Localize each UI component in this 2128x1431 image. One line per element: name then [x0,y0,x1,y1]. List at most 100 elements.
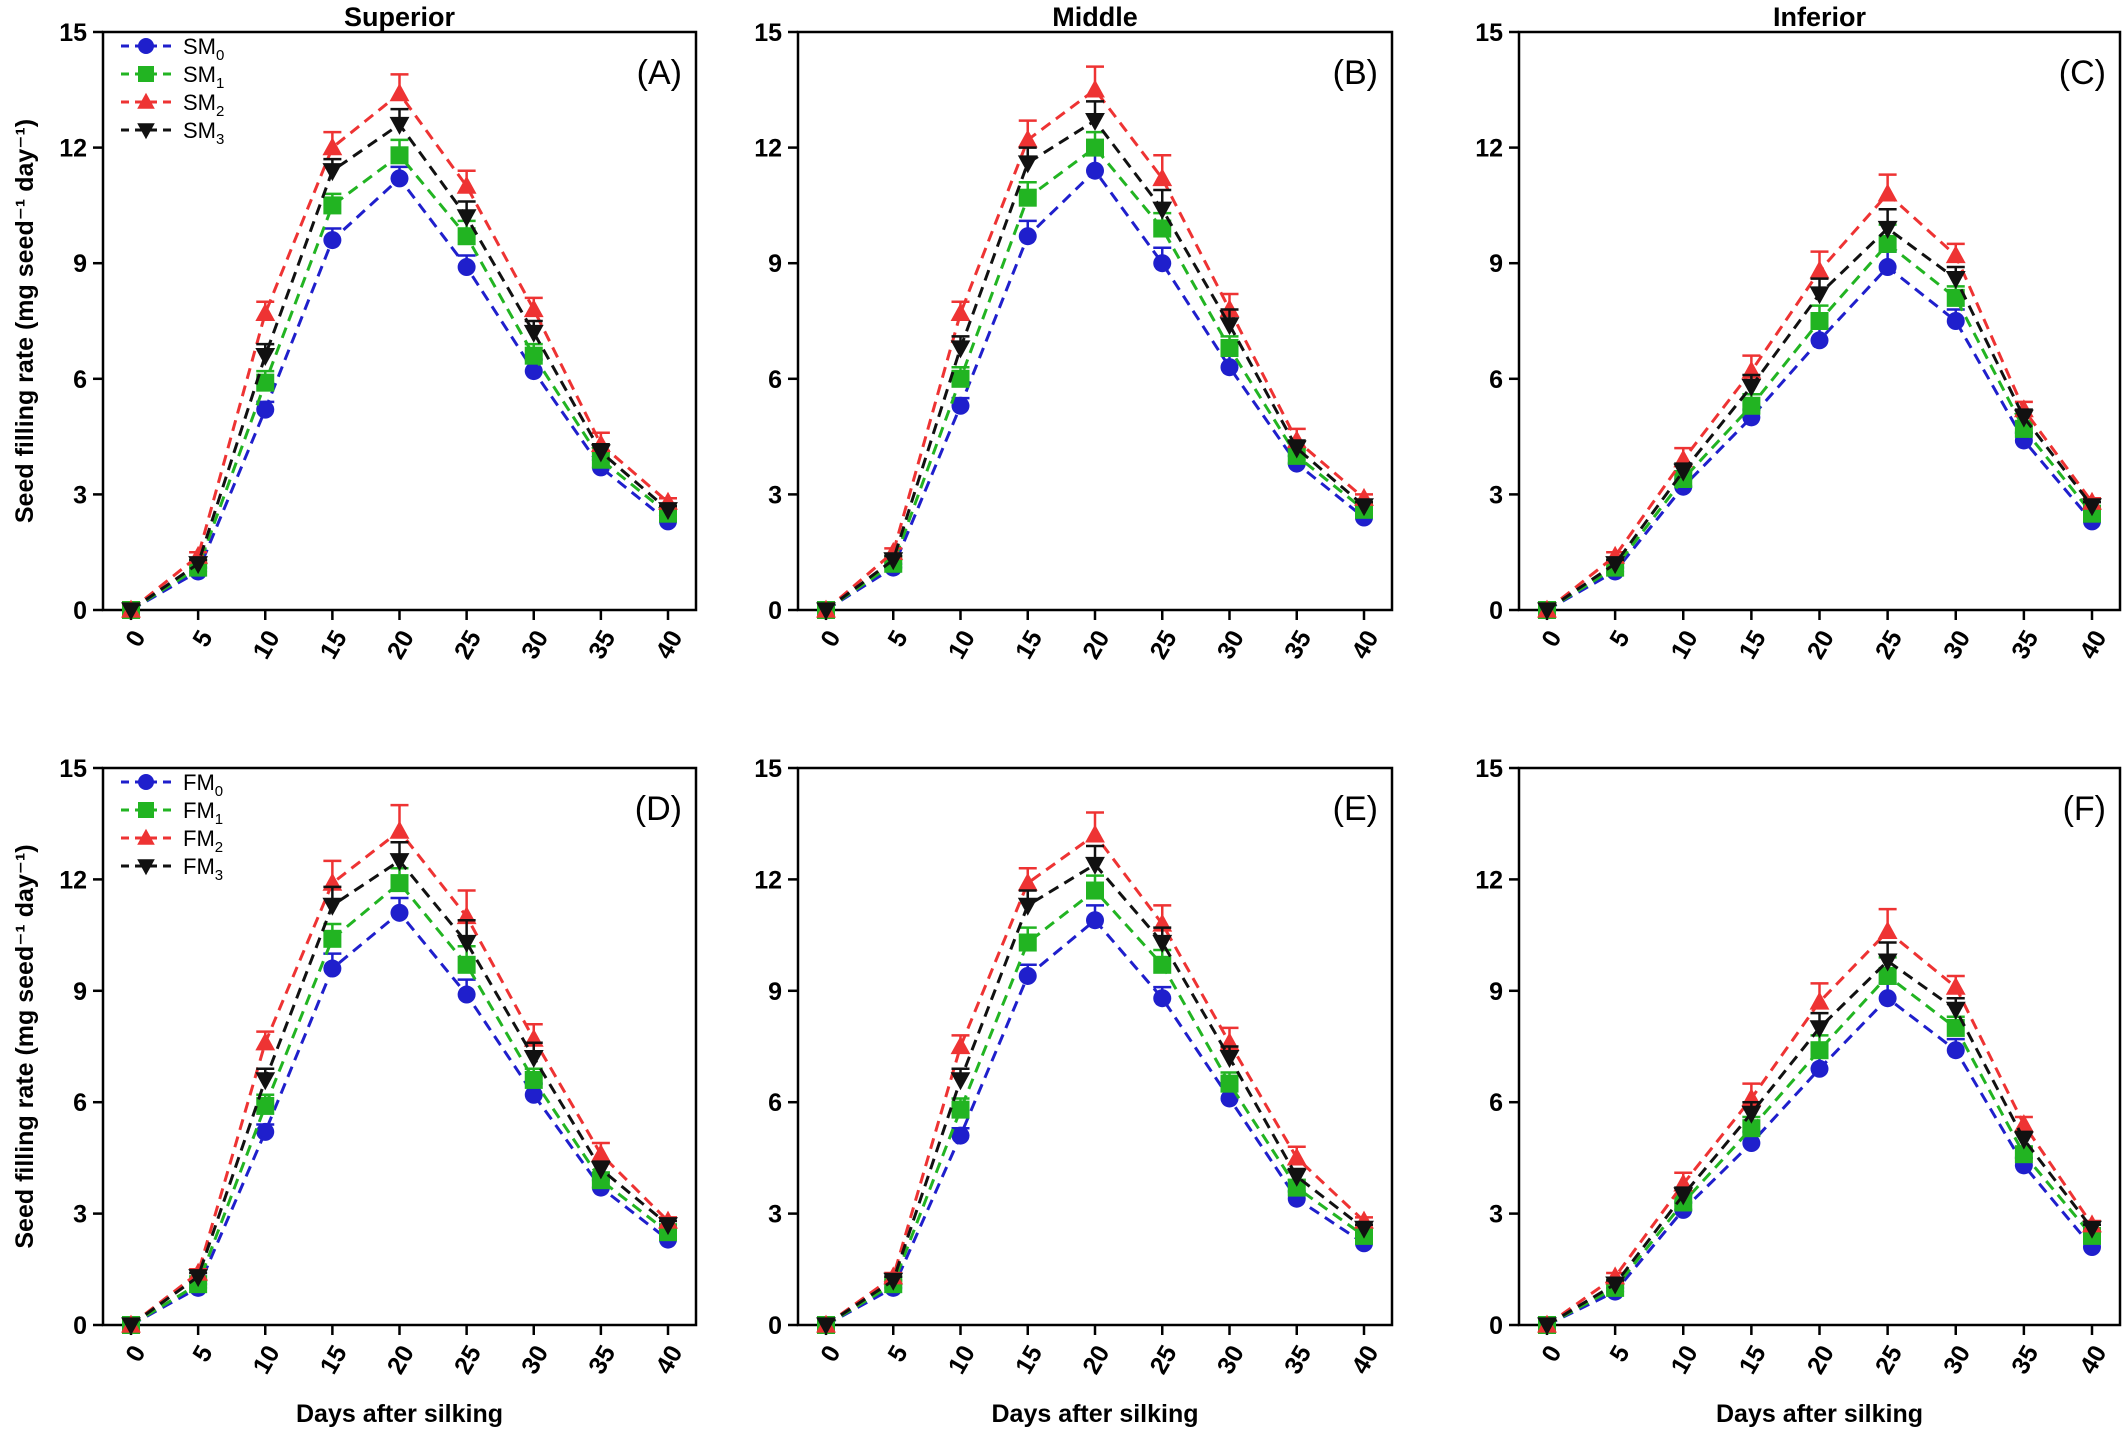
panel-title: Superior [344,2,456,32]
x-tick-label: 25 [1870,1341,1908,1379]
series-fm1 [817,874,1373,1334]
data-point [1086,138,1104,157]
panel-e: 0 3 6 9 12 15 0 5 10 15 20 25 30 35 40 (E) Days after si… [754,755,1394,1428]
data-point [1153,955,1172,974]
y-tick-label: 0 [768,1312,782,1340]
data-point [1878,989,1897,1008]
x-tick-label: 5 [882,626,913,652]
y-tick-label: 12 [1475,866,1503,894]
data-point [1153,989,1172,1008]
panel-f: 0 3 6 9 12 15 0 5 10 15 20 25 30 35 40 (F) Days after si… [1475,755,2122,1428]
legend-marker [138,38,154,54]
series-sm2 [816,65,1374,618]
y-tick-label: 6 [1489,366,1503,394]
data-point [590,444,611,463]
y-tick-label: 6 [1489,1089,1503,1117]
data-point [591,1171,610,1190]
data-point [1018,966,1037,985]
data-point [256,373,275,392]
data-point [1809,991,1830,1010]
data-point [457,985,476,1004]
x-tick-label: 15 [315,1341,353,1379]
data-point [1945,1001,1966,1020]
y-tick-label: 3 [768,481,782,509]
series-line [825,87,1365,612]
x-tick-label: 5 [1604,1341,1635,1367]
legend-label: SM2 [183,90,224,120]
data-point [390,874,409,893]
data-point [1742,1119,1761,1138]
legend-label: FM1 [183,798,223,828]
x-tick-label: 0 [120,626,151,652]
data-point [658,1217,678,1236]
data-point [950,340,971,359]
series-fm2 [816,811,1374,1333]
data-point [524,346,543,365]
data-point [188,556,209,575]
data-point [590,1143,611,1162]
legend-marker [138,802,154,818]
data-point [523,324,544,343]
x-tick-label: 20 [1077,626,1115,664]
data-point [1741,1105,1762,1124]
data-point [1878,234,1897,253]
data-point [1877,220,1898,239]
data-point [1878,258,1897,277]
data-point [390,169,409,188]
data-point [883,1272,904,1291]
data-point [1017,872,1038,891]
data-point [456,209,477,228]
y-tick-label: 0 [1489,597,1503,625]
data-point [1017,897,1038,916]
data-point [1810,1041,1829,1060]
legend-marker [137,859,155,876]
y-tick-label: 3 [1489,1201,1503,1229]
x-tick-label: 10 [943,1341,981,1379]
x-axis-title: Days after silking [296,1400,503,1428]
data-point [1537,602,1557,621]
y-tick-label: 15 [59,755,87,783]
data-point [256,1122,275,1141]
x-tick-label: 30 [1212,1341,1250,1379]
data-point [816,602,836,621]
y-tick-label: 15 [754,755,782,783]
data-point [389,853,410,872]
y-tick-label: 6 [73,366,87,394]
x-tick-label: 30 [1938,626,1976,664]
series-line [825,145,1365,612]
series-fm3 [121,841,678,1336]
y-tick-label: 12 [754,866,782,894]
x-tick-label: 10 [943,626,981,664]
data-point [1946,288,1965,307]
data-point [456,175,477,194]
data-point [1286,1147,1307,1166]
x-tick-label: 15 [1734,1341,1772,1379]
data-point [255,348,276,367]
y-tick-label: 12 [1475,135,1503,163]
data-point [590,1161,611,1180]
data-point [1537,1317,1557,1336]
panel-b: 0 3 6 9 12 15 0 5 10 15 20 25 30 35 40 Middle (B) [754,2,1394,664]
y-tick-label: 9 [768,250,782,278]
x-tick-label: 30 [1938,1341,1976,1379]
data-point [255,1032,276,1051]
data-point [1946,312,1965,330]
data-point [121,1317,141,1336]
data-point [389,83,410,102]
series-fm2 [1537,907,2102,1333]
data-point [2082,1220,2102,1239]
x-tick-label: 40 [2074,626,2112,664]
data-point [323,196,342,215]
legend-subscript: 1 [215,811,223,828]
y-tick-label: 0 [73,597,87,625]
x-tick-label: 30 [516,626,554,664]
y-tick-label: 6 [768,1089,782,1117]
data-point [389,820,410,839]
legend-subscript: 0 [215,783,223,800]
x-tick-label: 10 [1665,1341,1703,1379]
series-sm1 [817,130,1373,619]
